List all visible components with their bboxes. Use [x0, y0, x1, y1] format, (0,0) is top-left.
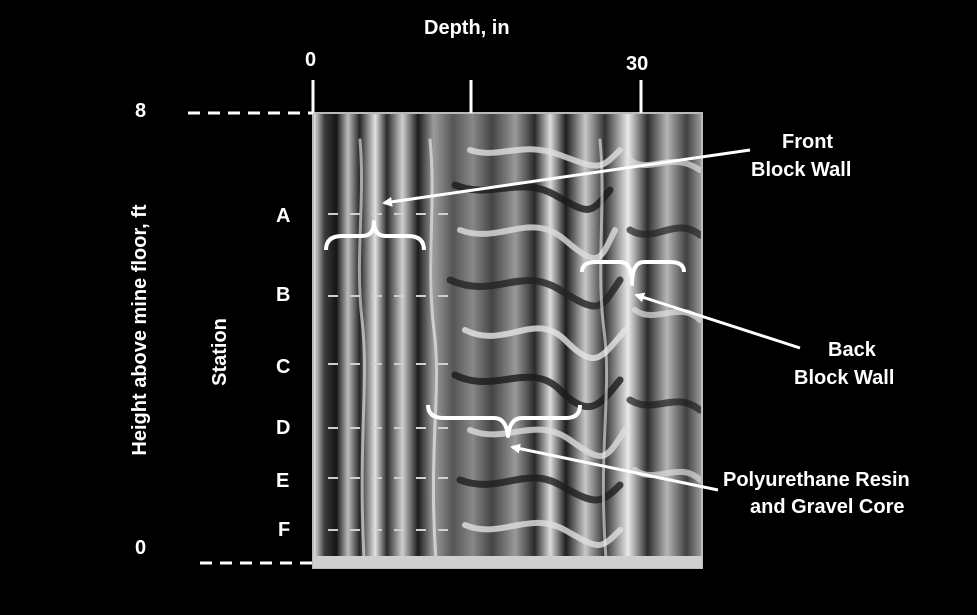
radargram [312, 112, 703, 569]
depth-tick-label-30: 30 [626, 53, 649, 75]
depth-axis-label: Depth, in [424, 17, 510, 39]
arrow-front-wall [382, 148, 751, 207]
station-f: F [278, 519, 291, 541]
brace-front-wall [324, 220, 426, 251]
height-tick-label-0: 0 [135, 537, 147, 559]
radargram-bottom-strip [313, 556, 702, 568]
braces [324, 220, 686, 438]
station-guides [328, 213, 460, 531]
station-b: B [276, 284, 291, 306]
arrows [382, 148, 801, 492]
station-a: A [276, 205, 291, 227]
annotation-core-line2: and Gravel Core [750, 496, 905, 518]
brace-back-wall [580, 260, 686, 286]
height-axis-label: Height above mine floor, ft [129, 204, 151, 456]
annotation-back-line2: Block Wall [794, 367, 895, 389]
height-tick-label-8: 8 [135, 100, 147, 122]
annotation-front-line2: Block Wall [751, 159, 852, 181]
radargram-bands [313, 113, 702, 568]
depth-tick-label-0: 0 [305, 49, 317, 71]
annotation-front-line1: Front [782, 131, 834, 153]
station-c: C [276, 356, 291, 378]
annotation-back-line1: Back [828, 339, 876, 361]
arrow-back-wall [634, 292, 801, 350]
brace-core [426, 404, 582, 438]
station-e: E [276, 470, 290, 492]
arrow-core [510, 443, 719, 492]
station-label: Station [209, 318, 231, 386]
annotation-core-line1: Polyurethane Resin [723, 469, 910, 491]
station-d: D [276, 417, 291, 439]
